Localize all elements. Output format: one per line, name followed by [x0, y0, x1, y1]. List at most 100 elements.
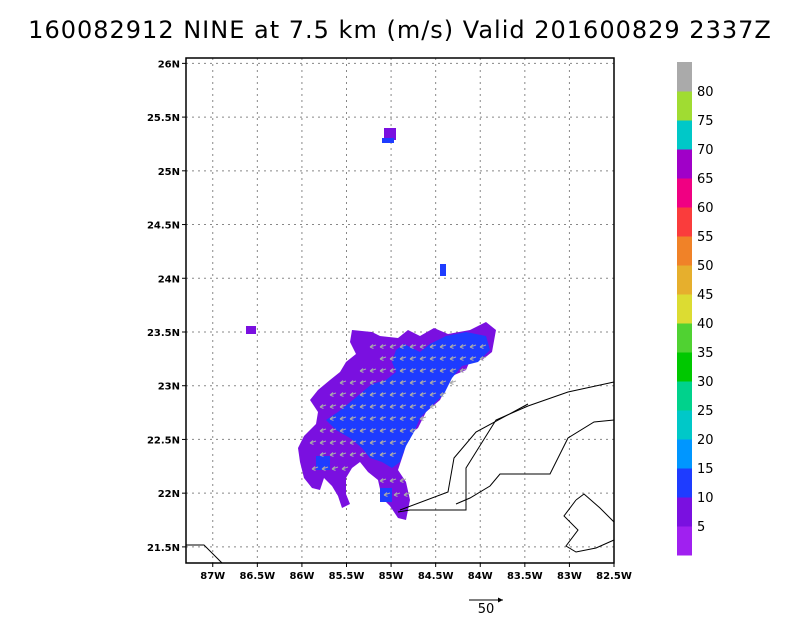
reference-vector-arrowhead	[498, 597, 503, 603]
wind-vector-arrow	[399, 416, 407, 421]
wind-vector-arrow	[329, 428, 337, 433]
colorbar-label: 5	[697, 520, 705, 535]
wind-vector-arrow	[329, 404, 337, 409]
colorbar-swatch	[677, 294, 692, 324]
wind-vector-arrow	[459, 368, 467, 373]
y-tick-label: 22N	[158, 489, 180, 500]
wind-vector-arrow	[393, 492, 401, 497]
y-tick-label: 21.5N	[147, 543, 180, 554]
wind-vector-arrow	[359, 380, 367, 385]
wind-vector-arrow	[479, 356, 487, 361]
reference-vector: 50	[469, 597, 503, 617]
wind-vector-arrow	[339, 416, 347, 421]
wind-vector-arrow	[339, 428, 347, 433]
reference-vector-label: 50	[478, 602, 495, 617]
colorbar-label: 50	[697, 259, 714, 274]
colorbar-label: 35	[697, 346, 714, 361]
wind-vector-arrow	[399, 392, 407, 397]
colorbar-label: 60	[697, 201, 714, 216]
wind-vector-arrow	[409, 380, 417, 385]
colorbar-swatch	[677, 236, 692, 266]
y-tick-label: 22.5N	[147, 435, 180, 446]
wind-vector-arrow	[449, 368, 457, 373]
wind-vector-arrow	[399, 356, 407, 361]
wind-vector-arrow	[379, 428, 387, 433]
wind-vector-arrow	[399, 344, 407, 349]
colorbar-label: 25	[697, 404, 714, 419]
colorbar-swatch	[677, 410, 692, 440]
wind-vector-arrow	[389, 478, 397, 483]
chart-title: 160082912 NINE at 7.5 km (m/s) Valid 201…	[28, 16, 772, 44]
wind-vector-arrow	[349, 440, 357, 445]
coastline-segment	[575, 493, 615, 523]
wind-vector-arrow	[389, 368, 397, 373]
colorbar-swatch	[677, 149, 692, 179]
x-tick-label: 86.5W	[239, 571, 275, 582]
wind-vector-arrow	[319, 404, 327, 409]
wind-vector-arrow	[339, 404, 347, 409]
wind-vector-arrow	[449, 356, 457, 361]
colorbar-swatch	[677, 178, 692, 208]
x-tick-label: 84W	[468, 571, 493, 582]
wind-vector-arrow	[389, 404, 397, 409]
colorbar-swatch	[677, 323, 692, 353]
wind-field-patch	[316, 456, 330, 470]
colorbar-label: 80	[697, 85, 714, 100]
colorbar-swatch	[677, 352, 692, 382]
y-tick-label: 24N	[158, 274, 180, 285]
colorbar-label: 70	[697, 143, 714, 158]
wind-vector-arrow	[379, 368, 387, 373]
y-tick-label: 26N	[158, 59, 180, 70]
wind-vector-arrow	[419, 368, 427, 373]
wind-vector-arrow	[389, 428, 397, 433]
colorbar-swatch	[677, 497, 692, 527]
wind-vector-arrow	[369, 452, 377, 457]
coastline-segment	[563, 499, 615, 553]
wind-vector-arrow	[359, 404, 367, 409]
wind-vector-arrow	[429, 368, 437, 373]
wind-vector-arrow	[399, 478, 407, 483]
wind-field-patch	[440, 264, 446, 276]
wind-vector-arrow	[329, 440, 337, 445]
colorbar-swatch	[677, 120, 692, 150]
wind-vector-arrow	[319, 428, 327, 433]
wind-vector-arrow	[349, 416, 357, 421]
wind-vector-arrow	[379, 356, 387, 361]
wind-field-10ms	[326, 332, 490, 468]
wind-vector-arrow	[359, 440, 367, 445]
wind-vector-arrow	[439, 344, 447, 349]
wind-vector-arrow	[359, 416, 367, 421]
wind-vector-arrow	[369, 368, 377, 373]
wind-vector-arrow	[349, 392, 357, 397]
coastline-segment	[186, 544, 223, 564]
wind-vector-arrow	[449, 380, 457, 385]
x-tick-label: 87W	[200, 571, 225, 582]
wind-vector-arrow	[409, 428, 417, 433]
coastline	[186, 381, 615, 564]
wind-vector-arrow	[389, 452, 397, 457]
colorbar-swatch	[677, 526, 692, 556]
wind-vector-arrow	[383, 492, 391, 497]
wind-vector-arrow	[379, 404, 387, 409]
colorbar-swatch	[677, 207, 692, 237]
colorbar-swatch	[677, 439, 692, 469]
wind-vector-arrow	[359, 428, 367, 433]
wind-vector-arrow	[409, 404, 417, 409]
wind-vector-arrow	[389, 416, 397, 421]
wind-vector-arrow	[379, 478, 387, 483]
wind-vector-arrow	[459, 344, 467, 349]
colorbar-label: 30	[697, 375, 714, 390]
wind-vector-arrow	[379, 392, 387, 397]
wind-vector-arrow	[399, 428, 407, 433]
y-axis-ticks: 26N 25.5N 25N 24.5N 24N 23.5N 23N 22.5N 22N 21.5N	[147, 59, 186, 554]
wind-vector-arrow	[469, 356, 477, 361]
wind-vector-arrow	[449, 344, 457, 349]
wind-vector-arrow	[419, 404, 427, 409]
coastline-segment	[399, 403, 529, 511]
colorbar-label: 15	[697, 462, 714, 477]
wind-vector-arrow	[419, 392, 427, 397]
colorbar-swatch	[677, 381, 692, 411]
colorbar-label: 75	[697, 114, 714, 129]
wind-vector-arrow	[399, 404, 407, 409]
x-tick-label: 83W	[557, 571, 582, 582]
